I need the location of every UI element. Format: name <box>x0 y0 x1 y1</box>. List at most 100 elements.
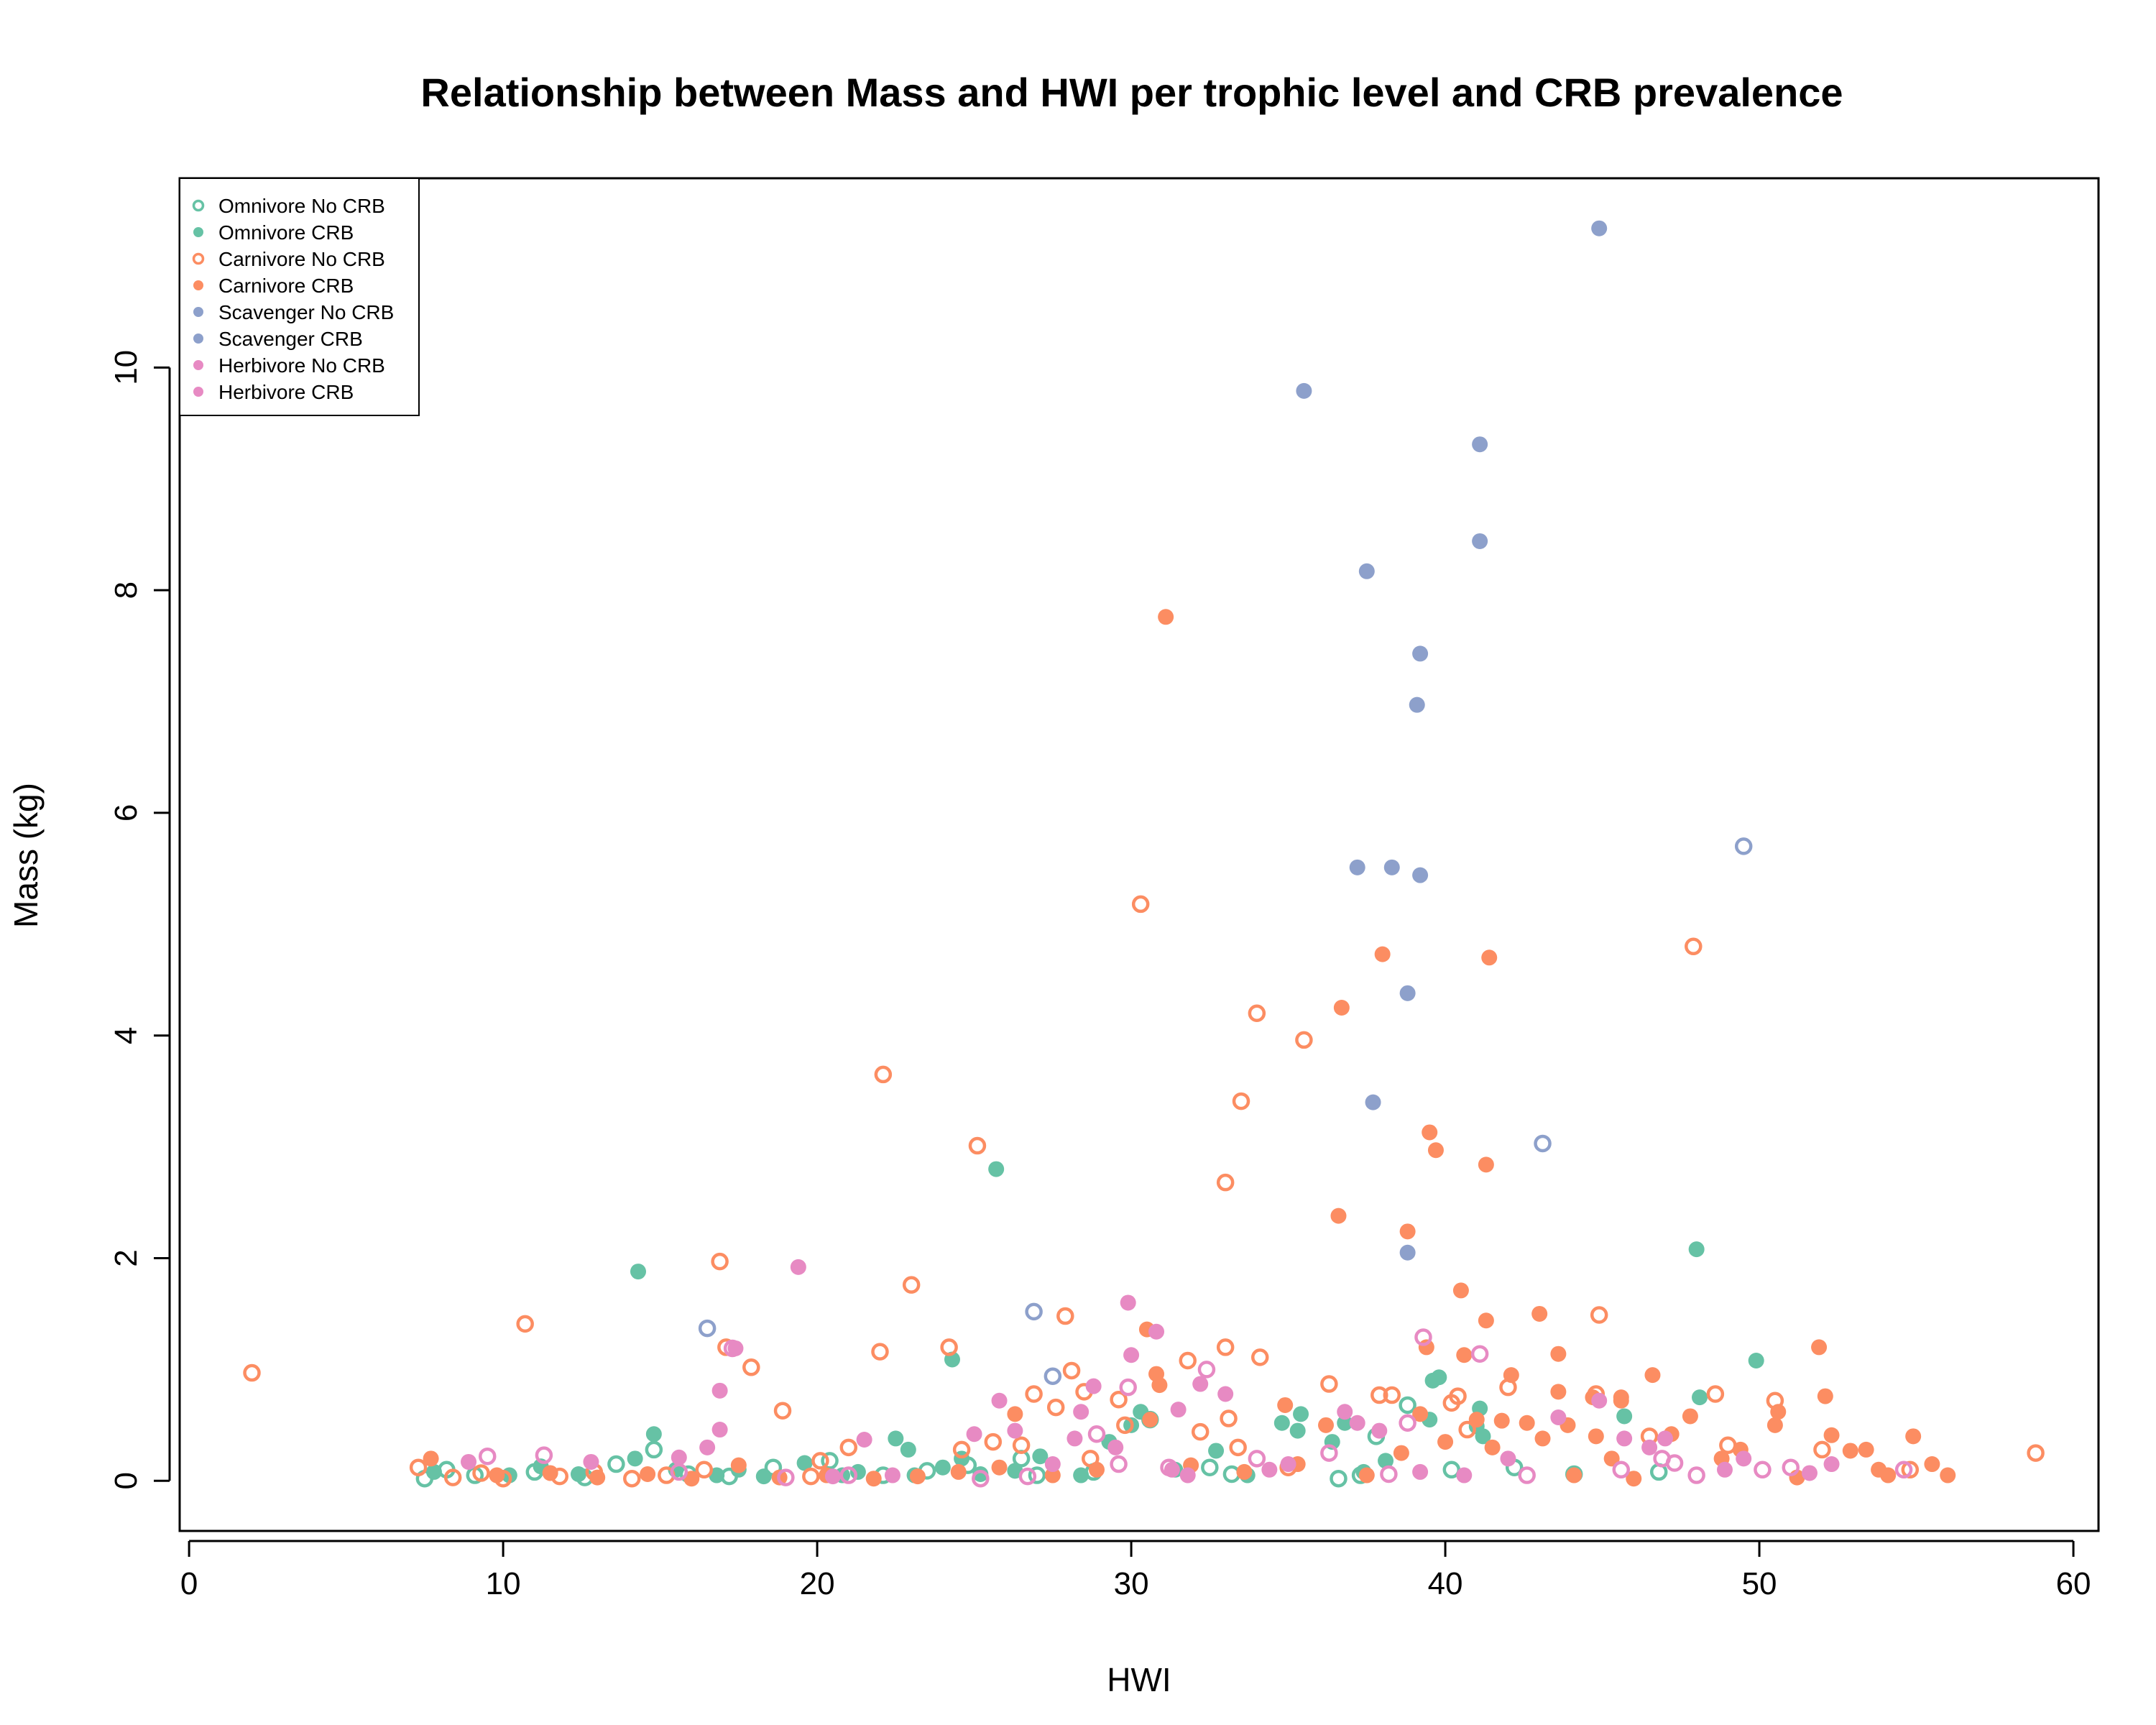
data-point <box>730 1457 747 1473</box>
legend-label: Carnivore No CRB <box>218 248 385 270</box>
data-point <box>1458 1420 1476 1439</box>
data-point <box>1734 837 1753 855</box>
data-point <box>802 1467 820 1486</box>
data-point <box>1399 1244 1416 1261</box>
plot-area-box <box>178 177 2100 1532</box>
data-point <box>461 1453 477 1470</box>
data-point <box>1333 999 1350 1016</box>
data-point <box>790 1259 806 1275</box>
data-point <box>1191 1422 1210 1441</box>
data-point <box>1370 1386 1388 1404</box>
x-tick-label: 20 <box>800 1566 835 1601</box>
data-point <box>1216 1173 1235 1192</box>
data-point <box>1119 1378 1137 1397</box>
data-point <box>1007 1406 1023 1422</box>
data-point <box>671 1449 687 1466</box>
data-point <box>984 1432 1003 1451</box>
data-point <box>698 1319 717 1338</box>
data-point <box>1107 1439 1124 1455</box>
data-point <box>1616 1430 1633 1447</box>
data-point <box>1371 1422 1388 1439</box>
data-point <box>1018 1467 1037 1486</box>
data-point <box>1217 1386 1234 1402</box>
y-tick-label: 0 <box>109 1472 144 1489</box>
data-point <box>1782 1458 1800 1476</box>
data-point <box>640 1466 656 1483</box>
data-point <box>972 1466 989 1483</box>
data-point <box>1534 1134 1552 1153</box>
data-point <box>1687 1466 1705 1484</box>
data-point <box>1716 1461 1733 1478</box>
data-point <box>1766 1417 1783 1433</box>
data-point <box>972 1469 990 1488</box>
y-axis: 0 2 4 6 8 10 <box>109 350 171 1490</box>
data-point <box>1337 1414 1353 1431</box>
data-point <box>1110 1455 1128 1473</box>
data-point <box>243 1363 261 1382</box>
data-point <box>821 1452 839 1470</box>
y-axis-label: Mass (kg) <box>7 783 45 928</box>
data-point <box>1087 1425 1106 1443</box>
data-point <box>1164 1461 1180 1478</box>
data-point <box>623 1469 641 1488</box>
x-tick-label: 50 <box>1742 1566 1777 1601</box>
data-point <box>1025 1302 1043 1321</box>
data-point <box>1706 1385 1725 1403</box>
legend-marker <box>192 199 205 212</box>
data-point <box>1007 1422 1023 1439</box>
data-point <box>1475 1428 1491 1445</box>
legend-label: Omnivore CRB <box>218 221 354 244</box>
data-point <box>1399 1223 1416 1240</box>
data-point <box>1685 937 1703 956</box>
data-point <box>1216 1338 1235 1356</box>
data-point <box>1201 1458 1219 1476</box>
data-point <box>1158 609 1174 625</box>
data-point <box>1519 1414 1535 1431</box>
data-point <box>1261 1461 1278 1478</box>
data-point <box>968 1136 987 1155</box>
data-point <box>1748 1353 1764 1369</box>
data-point <box>1220 1409 1238 1427</box>
data-point <box>1330 1469 1348 1488</box>
legend-label: Herbivore No CRB <box>218 354 385 377</box>
data-point <box>1590 1306 1608 1324</box>
legend-label: Scavenger CRB <box>218 328 363 350</box>
data-point <box>1456 1467 1473 1484</box>
data-point <box>1250 1348 1269 1366</box>
data-point <box>1028 1466 1046 1484</box>
data-point <box>1550 1409 1567 1426</box>
legend-label: Herbivore CRB <box>218 381 354 403</box>
data-point <box>1192 1376 1209 1392</box>
data-point <box>711 1252 729 1271</box>
data-point <box>1452 1282 1469 1299</box>
data-point <box>589 1469 606 1486</box>
data-point <box>711 1382 728 1399</box>
data-point <box>1044 1367 1062 1385</box>
data-point <box>856 1431 872 1448</box>
data-point <box>1120 1294 1136 1311</box>
data-point <box>1320 1375 1338 1393</box>
data-point <box>1085 1378 1102 1394</box>
data-point <box>1901 1460 1920 1479</box>
legend-box <box>179 178 420 416</box>
data-point <box>1032 1448 1049 1465</box>
data-point <box>1534 1430 1551 1447</box>
data-point <box>1116 1416 1134 1435</box>
data-point <box>1179 1351 1197 1370</box>
data-point <box>1349 859 1365 875</box>
data-point <box>871 1343 889 1361</box>
data-point <box>570 1466 586 1483</box>
chart-title: Relationship between Mass and HWI per tr… <box>420 70 1843 115</box>
data-point <box>1613 1389 1629 1406</box>
data-point <box>1012 1436 1031 1454</box>
legend-marker <box>192 252 205 265</box>
legend: Omnivore No CRB Omnivore CRB Carnivore No … <box>179 178 420 416</box>
data-point <box>1811 1339 1828 1356</box>
legend-marker <box>193 280 203 290</box>
data-point <box>1591 1392 1608 1409</box>
data-point <box>900 1441 916 1458</box>
x-tick-label: 10 <box>486 1566 521 1601</box>
data-point <box>542 1465 558 1481</box>
data-point <box>1418 1339 1434 1356</box>
series-scavenger-crb <box>1296 220 1608 1261</box>
